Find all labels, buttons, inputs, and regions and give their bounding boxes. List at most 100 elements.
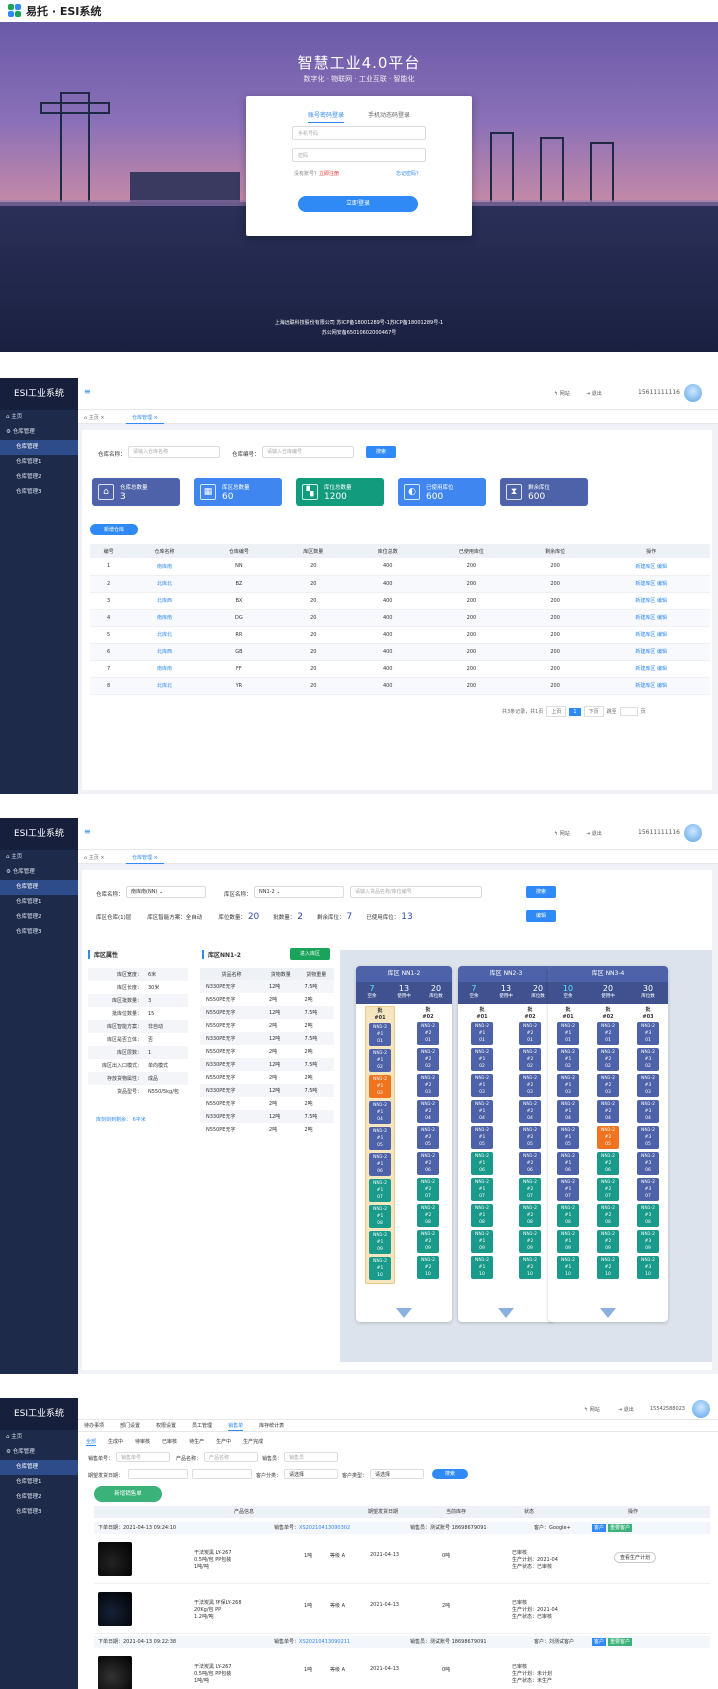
edit-link[interactable]: 编辑: [656, 563, 667, 570]
storage-slot[interactable]: NN1-2 #2 07: [597, 1178, 619, 1201]
storage-slot[interactable]: NN1-2 #1 09: [557, 1230, 579, 1253]
storage-slot[interactable]: NN1-2 #1 04: [471, 1100, 493, 1123]
storage-slot[interactable]: NN1-2 #2 05: [417, 1126, 439, 1149]
storage-slot[interactable]: NN1-2 #2 08: [417, 1204, 439, 1227]
code-input[interactable]: 请输入仓库编号: [262, 446, 354, 458]
storage-slot[interactable]: NN1-2 #2 07: [417, 1178, 439, 1201]
pager-page[interactable]: 1: [569, 707, 581, 716]
storage-slot[interactable]: NN1-2 #1 06: [557, 1152, 579, 1175]
forgot-link[interactable]: 忘记密码？: [396, 171, 422, 177]
arrow-down-icon[interactable]: [396, 1308, 412, 1318]
zone-card[interactable]: 库区 NN1-2 7 空余 13 使用中 20 库位数批 #01 NN1-2 #1 01 NN1…: [356, 966, 452, 1322]
storage-slot[interactable]: NN1-2 #2 08: [597, 1204, 619, 1227]
logout-link[interactable]: ⇥ 退出: [586, 831, 602, 837]
tab-warehouse[interactable]: 仓库管理 ×: [126, 412, 164, 424]
tab-home[interactable]: ⌂ 主页 ×: [84, 855, 105, 861]
sidebar-sub-0[interactable]: 仓库管理: [0, 880, 78, 895]
add-sales-button[interactable]: 新增销售单: [94, 1486, 162, 1502]
storage-slot[interactable]: NN1-2 #1 05: [557, 1126, 579, 1149]
table-cell[interactable]: 北库北: [127, 626, 202, 644]
top-nav-item[interactable]: 待办事项: [84, 1423, 105, 1429]
tab-warehouse[interactable]: 仓库管理 ×: [126, 852, 164, 864]
storage-slot[interactable]: NN1-2 #1 03: [471, 1074, 493, 1097]
top-nav-item[interactable]: 员工管理: [192, 1423, 213, 1429]
table-cell[interactable]: 北库北: [127, 677, 202, 695]
sidebar-item-warehouse[interactable]: ⚙ 仓库管理: [6, 869, 35, 875]
login-button[interactable]: 立即登录: [298, 196, 418, 212]
edit-link[interactable]: 编辑: [656, 615, 667, 621]
sidebar-sub-0[interactable]: 仓库管理: [0, 1460, 78, 1475]
storage-slot[interactable]: NN1-2 #1 04: [369, 1101, 391, 1124]
storage-slot[interactable]: NN1-2 #1 10: [557, 1256, 579, 1279]
new-zone-link[interactable]: 新建库区: [635, 683, 656, 689]
storage-slot[interactable]: NN1-2 #2 10: [519, 1256, 541, 1279]
sidebar-sub-0[interactable]: 仓库管理: [0, 440, 78, 455]
storage-slot[interactable]: NN1-2 #2 08: [519, 1204, 541, 1227]
storage-slot[interactable]: NN1-2 #1 07: [471, 1178, 493, 1201]
storage-slot[interactable]: NN1-2 #2 01: [519, 1022, 541, 1045]
search-button[interactable]: 搜索: [526, 886, 556, 898]
view-plan-button[interactable]: 查看生产计划: [614, 1552, 657, 1563]
pager-input[interactable]: [619, 707, 638, 716]
storage-slot[interactable]: NN1-2 #2 03: [519, 1074, 541, 1097]
order-no-link[interactable]: XS20210413090211: [299, 1639, 351, 1645]
storage-slot[interactable]: NN1-2 #2 09: [417, 1230, 439, 1253]
table-cell[interactable]: 南库南: [127, 558, 202, 576]
storage-slot[interactable]: NN1-2 #2 02: [597, 1048, 619, 1071]
seller-input[interactable]: 销售员: [284, 1452, 338, 1462]
sidebar-item-warehouse[interactable]: ⚙ 仓库管理: [6, 429, 35, 435]
table-cell[interactable]: 北库西: [127, 643, 202, 661]
table-cell[interactable]: 北库西: [127, 592, 202, 610]
status-tab[interactable]: 全部: [86, 1439, 97, 1446]
enter-zone-button[interactable]: 进入库区: [290, 948, 330, 960]
wh-select[interactable]: 南库南(NN) ⌄: [126, 886, 206, 898]
top-nav-item[interactable]: 销售单: [228, 1420, 244, 1431]
sidebar-sub-2[interactable]: 仓库管理2: [16, 474, 42, 480]
sidebar-sub-2[interactable]: 仓库管理2: [16, 1494, 42, 1500]
storage-slot[interactable]: NN1-2 #3 05: [637, 1126, 659, 1149]
tab-phone-login[interactable]: 手机动态码登录: [368, 112, 411, 119]
storage-slot[interactable]: NN1-2 #2 04: [417, 1100, 439, 1123]
storage-slot[interactable]: NN1-2 #2 01: [417, 1022, 439, 1045]
new-zone-link[interactable]: 新建库区: [635, 563, 656, 570]
new-zone-link[interactable]: 新建库区: [635, 598, 656, 604]
tab-home[interactable]: ⌂ 主页 ×: [84, 415, 105, 421]
storage-slot[interactable]: NN1-2 #1 01: [369, 1023, 391, 1046]
storage-slot[interactable]: NN1-2 #1 10: [369, 1257, 391, 1280]
storage-slot[interactable]: NN1-2 #1 08: [369, 1205, 391, 1228]
storage-slot[interactable]: NN1-2 #2 10: [597, 1256, 619, 1279]
sidebar-sub-3[interactable]: 仓库管理3: [16, 1509, 42, 1515]
status-tab[interactable]: 生产中: [216, 1439, 232, 1445]
sale-no-input[interactable]: 销售单号: [116, 1452, 170, 1462]
edit-button[interactable]: 编辑: [526, 910, 556, 922]
zone-card[interactable]: 库区 NN3-4 10 空余 20 使用中 30 库位数批 #01 NN1-2 #1 01 NN…: [548, 966, 668, 1322]
storage-slot[interactable]: NN1-2 #2 06: [519, 1152, 541, 1175]
storage-slot[interactable]: NN1-2 #1 07: [557, 1178, 579, 1201]
order-no-link[interactable]: XS20210413090302: [299, 1525, 351, 1531]
new-zone-link[interactable]: 新建库区: [635, 666, 656, 672]
top-nav-item[interactable]: 部门设置: [120, 1423, 141, 1429]
password-input[interactable]: 密码: [292, 148, 426, 162]
top-nav-item[interactable]: 权限设置: [156, 1423, 177, 1429]
new-zone-link[interactable]: 新建库区: [635, 649, 656, 655]
storage-slot[interactable]: NN1-2 #3 07: [637, 1178, 659, 1201]
avatar[interactable]: [684, 824, 702, 842]
storage-slot[interactable]: NN1-2 #2 05: [597, 1126, 619, 1149]
menu-toggle-icon[interactable]: ≡: [84, 827, 91, 836]
storage-slot[interactable]: NN1-2 #2 06: [417, 1152, 439, 1175]
storage-slot[interactable]: NN1-2 #3 01: [637, 1022, 659, 1045]
sidebar-item-warehouse[interactable]: ⚙ 仓库管理: [6, 1449, 35, 1455]
storage-slot[interactable]: NN1-2 #2 05: [519, 1126, 541, 1149]
storage-slot[interactable]: NN1-2 #2 10: [417, 1256, 439, 1279]
status-tab[interactable]: 待审核: [135, 1439, 151, 1445]
storage-slot[interactable]: NN1-2 #1 05: [471, 1126, 493, 1149]
edit-link[interactable]: 编辑: [656, 683, 667, 689]
storage-slot[interactable]: NN1-2 #2 06: [597, 1152, 619, 1175]
storage-slot[interactable]: NN1-2 #1 03: [369, 1075, 391, 1098]
sidebar-sub-2[interactable]: 仓库管理2: [16, 914, 42, 920]
search-button[interactable]: 搜索: [432, 1469, 468, 1479]
logout-link[interactable]: ⇥ 退出: [586, 391, 602, 397]
storage-slot[interactable]: NN1-2 #1 09: [369, 1231, 391, 1254]
edit-link[interactable]: 编辑: [656, 598, 667, 604]
storage-slot[interactable]: NN1-2 #1 01: [557, 1022, 579, 1045]
